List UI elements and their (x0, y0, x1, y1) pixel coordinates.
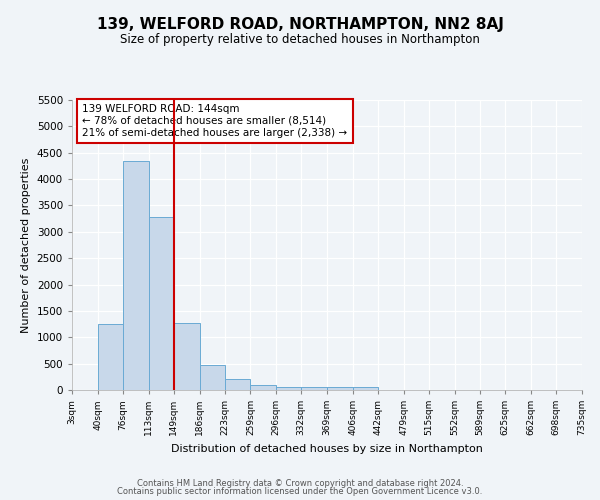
Text: Contains HM Land Registry data © Crown copyright and database right 2024.: Contains HM Land Registry data © Crown c… (137, 478, 463, 488)
Y-axis label: Number of detached properties: Number of detached properties (21, 158, 31, 332)
Text: 139 WELFORD ROAD: 144sqm
← 78% of detached houses are smaller (8,514)
21% of sem: 139 WELFORD ROAD: 144sqm ← 78% of detach… (82, 104, 347, 138)
Bar (327, 387, 353, 390)
Bar (301, 387, 327, 390)
Text: Contains public sector information licensed under the Open Government Licence v3: Contains public sector information licen… (118, 487, 482, 496)
Bar (250, 386, 276, 390)
Bar (98, 324, 123, 390)
Bar (123, 160, 149, 390)
Text: 139, WELFORD ROAD, NORTHAMPTON, NN2 8AJ: 139, WELFORD ROAD, NORTHAMPTON, NN2 8AJ (97, 18, 503, 32)
Bar (149, 218, 174, 390)
Bar (174, 323, 199, 390)
Bar (225, 378, 250, 390)
Bar (199, 365, 225, 390)
Bar (276, 386, 301, 390)
X-axis label: Distribution of detached houses by size in Northampton: Distribution of detached houses by size … (171, 444, 483, 454)
Text: Size of property relative to detached houses in Northampton: Size of property relative to detached ho… (120, 32, 480, 46)
Bar (353, 387, 378, 390)
